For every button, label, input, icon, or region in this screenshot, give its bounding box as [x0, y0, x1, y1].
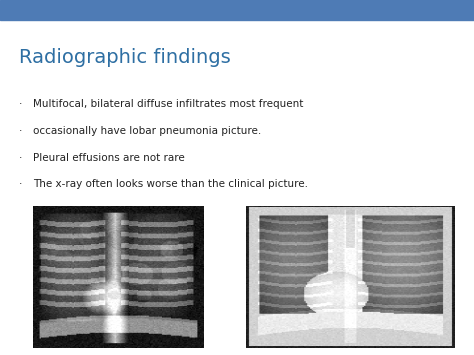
- Text: Radiographic findings: Radiographic findings: [19, 48, 231, 67]
- Text: ·: ·: [19, 179, 22, 189]
- Bar: [0, 0, 474, 20]
- Text: Pleural effusions are not rare: Pleural effusions are not rare: [33, 153, 185, 163]
- Text: ·: ·: [19, 99, 22, 109]
- Text: ·: ·: [19, 153, 22, 163]
- Text: ·: ·: [19, 126, 22, 136]
- Text: Multifocal, bilateral diffuse infiltrates most frequent: Multifocal, bilateral diffuse infiltrate…: [33, 99, 303, 109]
- Text: The x-ray often looks worse than the clinical picture.: The x-ray often looks worse than the cli…: [33, 179, 308, 189]
- Text: occasionally have lobar pneumonia picture.: occasionally have lobar pneumonia pictur…: [33, 126, 262, 136]
